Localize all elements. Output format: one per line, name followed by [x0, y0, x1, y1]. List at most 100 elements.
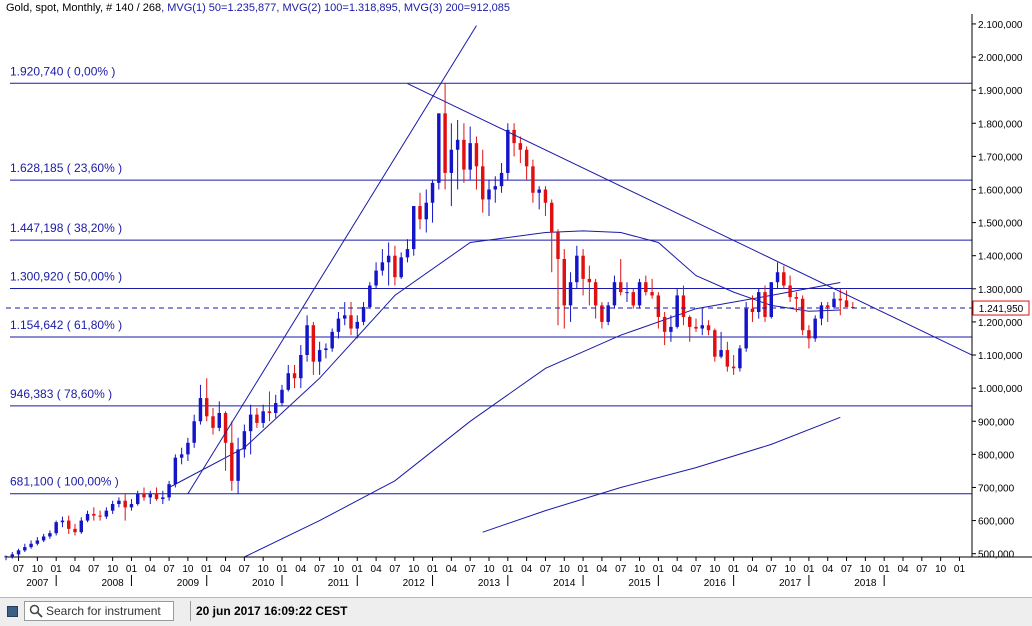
- candle-down: [844, 300, 849, 308]
- candle-down: [67, 520, 71, 529]
- candle-down: [800, 298, 805, 331]
- search-input[interactable]: [46, 603, 171, 619]
- moving-average-line: [244, 282, 841, 558]
- candle-down: [512, 129, 516, 144]
- x-tick-label: 01: [201, 564, 213, 575]
- candle-up: [568, 282, 573, 306]
- candle-up: [493, 186, 497, 190]
- x-tick-label: 04: [822, 564, 834, 575]
- candle-up: [110, 504, 115, 511]
- candle-up: [317, 350, 322, 362]
- candle-up: [274, 403, 278, 413]
- menu-square-icon[interactable]: [7, 606, 18, 617]
- x-tick-label: 10: [785, 564, 797, 575]
- y-tick-label: 1.900,000: [978, 86, 1023, 97]
- fibonacci-level-label: 1.154,642 ( 61,80% ): [10, 318, 122, 332]
- candle-up: [537, 189, 541, 193]
- candle-down: [518, 143, 523, 150]
- candle-down: [731, 366, 736, 369]
- candle-up: [437, 113, 441, 183]
- instrument-search-box[interactable]: [24, 601, 174, 621]
- candle-down: [600, 305, 604, 322]
- x-tick-label: 04: [596, 564, 608, 575]
- x-tick-label: 10: [709, 564, 721, 575]
- candle-up: [136, 494, 140, 505]
- x-tick-label: 10: [32, 564, 44, 575]
- x-tick-label: 07: [690, 564, 702, 575]
- candle-up: [637, 282, 642, 306]
- candle-down: [681, 295, 686, 317]
- x-tick-label: 04: [747, 564, 759, 575]
- candle-up: [35, 540, 40, 544]
- candle-up: [819, 305, 824, 319]
- year-label: 2009: [177, 578, 200, 589]
- candle-up: [192, 421, 196, 443]
- candle-up: [769, 282, 773, 317]
- candle-down: [531, 166, 535, 193]
- x-tick-label: 04: [69, 564, 81, 575]
- x-tick-label: 10: [107, 564, 119, 575]
- candle-down: [644, 282, 648, 293]
- x-tick-label: 07: [389, 564, 401, 575]
- fibonacci-level-label: 1.920,740 ( 0,00% ): [10, 64, 115, 78]
- candle-up: [675, 295, 679, 327]
- x-tick-label: 10: [333, 564, 345, 575]
- candle-up: [738, 348, 742, 369]
- year-label: 2008: [102, 578, 125, 589]
- candle-up: [16, 550, 21, 555]
- x-tick-label: 04: [672, 564, 684, 575]
- price-chart[interactable]: 1.920,740 ( 0,00% ) 1.628,185 ( 23,60% ) 1…: [0, 0, 1032, 597]
- candle-down: [794, 297, 799, 299]
- candle-down: [838, 298, 842, 301]
- candle-down: [73, 528, 77, 533]
- year-label: 2011: [328, 578, 350, 589]
- y-tick-label: 1.100,000: [978, 351, 1023, 362]
- candle-down: [656, 295, 661, 317]
- x-tick-label: 10: [559, 564, 571, 575]
- candle-up: [405, 249, 410, 258]
- trendline: [407, 83, 973, 356]
- candle-up: [305, 325, 309, 356]
- candle-up: [399, 257, 403, 278]
- candle-up: [412, 206, 416, 250]
- x-tick-label: 07: [88, 564, 100, 575]
- candle-down: [462, 139, 466, 170]
- candle-up: [832, 298, 836, 308]
- period-label: , Monthly: [56, 2, 100, 14]
- x-tick-label: 04: [145, 564, 157, 575]
- year-label: 2013: [478, 578, 501, 589]
- x-tick-label: 04: [371, 564, 383, 575]
- y-tick-label: 1.700,000: [978, 152, 1023, 163]
- candle-up: [455, 139, 460, 150]
- search-icon: [29, 604, 43, 618]
- x-tick-label: 07: [615, 564, 627, 575]
- candle-down: [763, 292, 767, 317]
- candle-up: [54, 522, 58, 534]
- candle-down: [807, 330, 811, 339]
- y-tick-label: 1.300,000: [978, 285, 1023, 296]
- fibonacci-level-label: 1.447,198 ( 38,20% ): [10, 221, 122, 235]
- candle-up: [506, 129, 510, 173]
- y-tick-label: 500,000: [978, 550, 1015, 561]
- candle-down: [581, 255, 585, 279]
- candle-down: [393, 255, 397, 278]
- x-tick-label: 01: [126, 564, 138, 575]
- status-toolbar: 20 jun 2017 16:09:22 CEST: [0, 597, 1032, 626]
- candle-down: [713, 330, 717, 357]
- last-price-label: 1.241,950: [979, 304, 1024, 315]
- candle-up: [606, 305, 610, 322]
- y-tick-label: 1.600,000: [978, 185, 1023, 196]
- x-tick-label: 10: [483, 564, 495, 575]
- candle-up: [368, 285, 372, 308]
- candle-up: [449, 149, 454, 173]
- candle-down: [98, 515, 102, 517]
- fibonacci-level-label: 681,100 ( 100,00% ): [10, 475, 119, 489]
- candle-up: [719, 350, 723, 357]
- candle-up: [386, 255, 391, 263]
- x-tick-label: 10: [860, 564, 872, 575]
- candle-up: [468, 143, 472, 170]
- candle-up: [248, 414, 253, 432]
- candle-up: [280, 389, 284, 404]
- plot-area: [6, 14, 972, 557]
- year-label: 2016: [704, 578, 727, 589]
